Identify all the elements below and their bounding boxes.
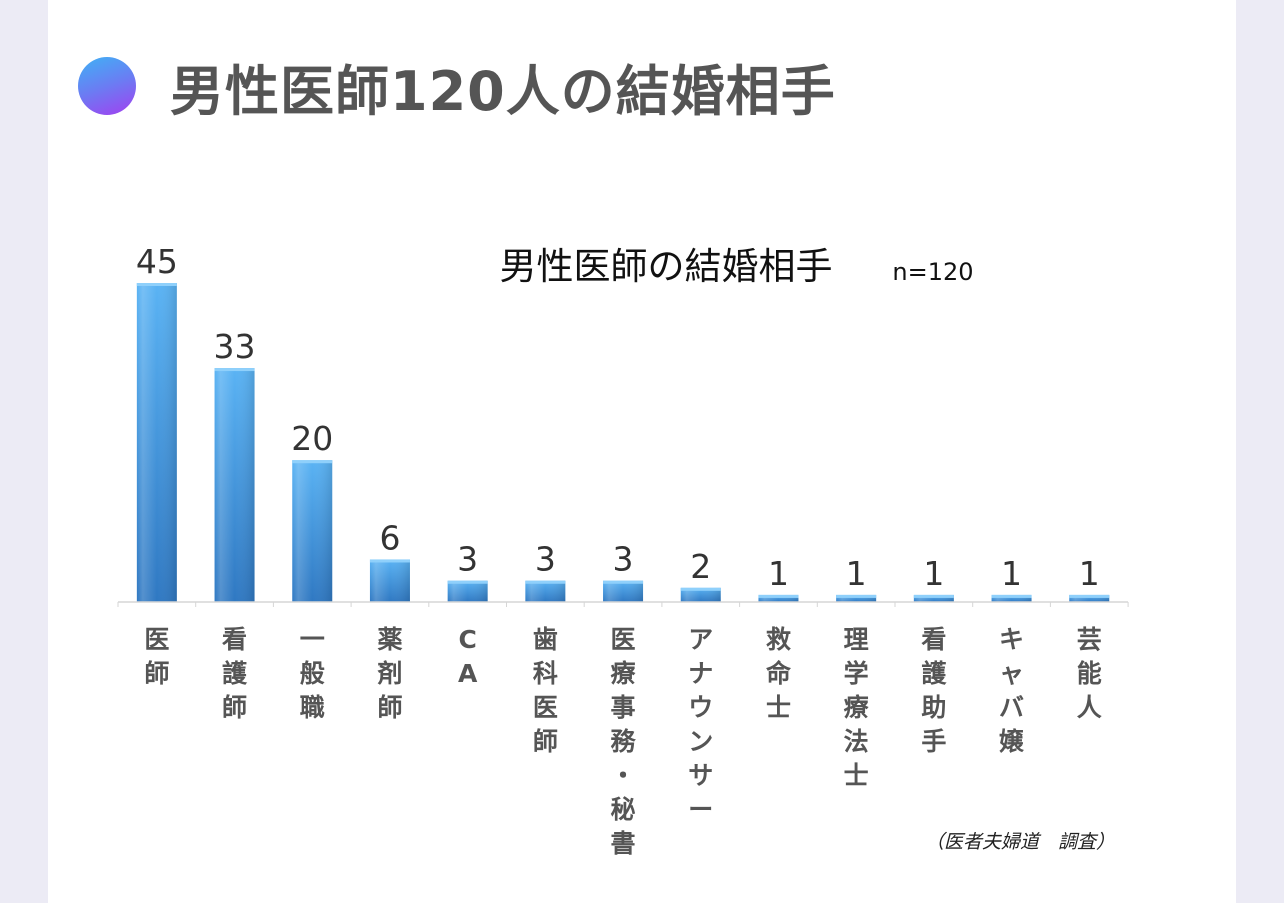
category-label: 看護師 <box>222 625 248 722</box>
bar-1 <box>136 283 177 602</box>
category-label: 医師 <box>144 625 169 688</box>
bar-6 <box>525 580 566 602</box>
bar-cap <box>991 594 1032 598</box>
bar-cap <box>603 580 644 584</box>
category-label: 歯科医師 <box>533 625 558 756</box>
bar-13 <box>1069 594 1110 602</box>
bar-cap <box>836 594 877 598</box>
page-header: 男性医師120人の結婚相手 <box>78 46 836 126</box>
category-label: キャバ嬢 <box>999 625 1024 756</box>
bar-shading <box>136 283 177 602</box>
bar-cap <box>758 594 799 598</box>
value-label: 3 <box>457 540 478 579</box>
bar-cap <box>680 587 721 591</box>
value-label: 6 <box>379 518 400 557</box>
value-label: 3 <box>535 540 556 579</box>
axis-ticks <box>117 602 1129 607</box>
value-label: 45 <box>136 242 178 281</box>
value-label: 1 <box>846 554 867 593</box>
bar-10 <box>836 594 877 602</box>
bar-shading <box>214 368 255 602</box>
category-label: 薬剤師 <box>376 625 402 722</box>
bar-shading <box>680 587 721 602</box>
bar-shading <box>913 594 954 602</box>
bar-5 <box>447 580 488 602</box>
bar-cap <box>1069 594 1110 598</box>
value-label: 20 <box>291 419 333 458</box>
chart-title: 男性医師の結婚相手 <box>500 245 833 288</box>
bar-8 <box>680 587 721 602</box>
category-labels: 医師 看護師 一般職 薬剤師 C A 歯科医師 医療事務・秘書 アナウンサー 救命士 理学療法士 看護… <box>144 625 1101 858</box>
chart-subtitle: n=120 <box>892 258 973 286</box>
bar-7 <box>603 580 644 602</box>
bar-shading <box>758 594 799 602</box>
bar-2 <box>214 368 255 602</box>
bar-shading <box>447 580 488 602</box>
value-label: 1 <box>1079 554 1100 593</box>
bar-shading <box>292 460 333 602</box>
bar-9 <box>758 594 799 602</box>
bar-shading <box>369 559 410 602</box>
value-label: 1 <box>1001 554 1022 593</box>
bar-shading <box>836 594 877 602</box>
bar-cap <box>913 594 954 598</box>
category-label: アナウンサー <box>688 625 713 824</box>
value-label: 1 <box>923 554 944 593</box>
source-note: （医者夫婦道 調査） <box>925 831 1115 853</box>
bar-cap <box>369 559 410 563</box>
category-label: 芸能人 <box>1077 625 1102 722</box>
bar-cap <box>525 580 566 584</box>
bar-cap <box>214 368 255 372</box>
bar-shading <box>603 580 644 602</box>
page-title: 男性医師120人の結婚相手 <box>170 59 836 123</box>
bar-shading <box>525 580 566 602</box>
bar-cap <box>136 283 177 286</box>
bar-3 <box>292 460 333 602</box>
bar-cap <box>292 460 333 464</box>
value-label: 2 <box>690 547 711 586</box>
bar-shading <box>1069 594 1110 602</box>
category-label: 一般職 <box>300 625 325 722</box>
bar-4 <box>369 559 410 602</box>
bar-cap <box>447 580 488 584</box>
bar-shading <box>991 594 1032 602</box>
value-label: 1 <box>768 554 789 593</box>
bar-12 <box>991 594 1032 602</box>
category-label: 救命士 <box>766 625 792 722</box>
bar-11 <box>913 594 954 602</box>
bullet-dot-icon <box>78 57 136 115</box>
category-label: 理学療法士 <box>844 625 869 790</box>
value-label: 33 <box>214 327 256 366</box>
category-label: 看護助手 <box>921 625 947 756</box>
category-label: 医療事務・秘書 <box>611 625 637 858</box>
value-label: 3 <box>613 540 634 579</box>
